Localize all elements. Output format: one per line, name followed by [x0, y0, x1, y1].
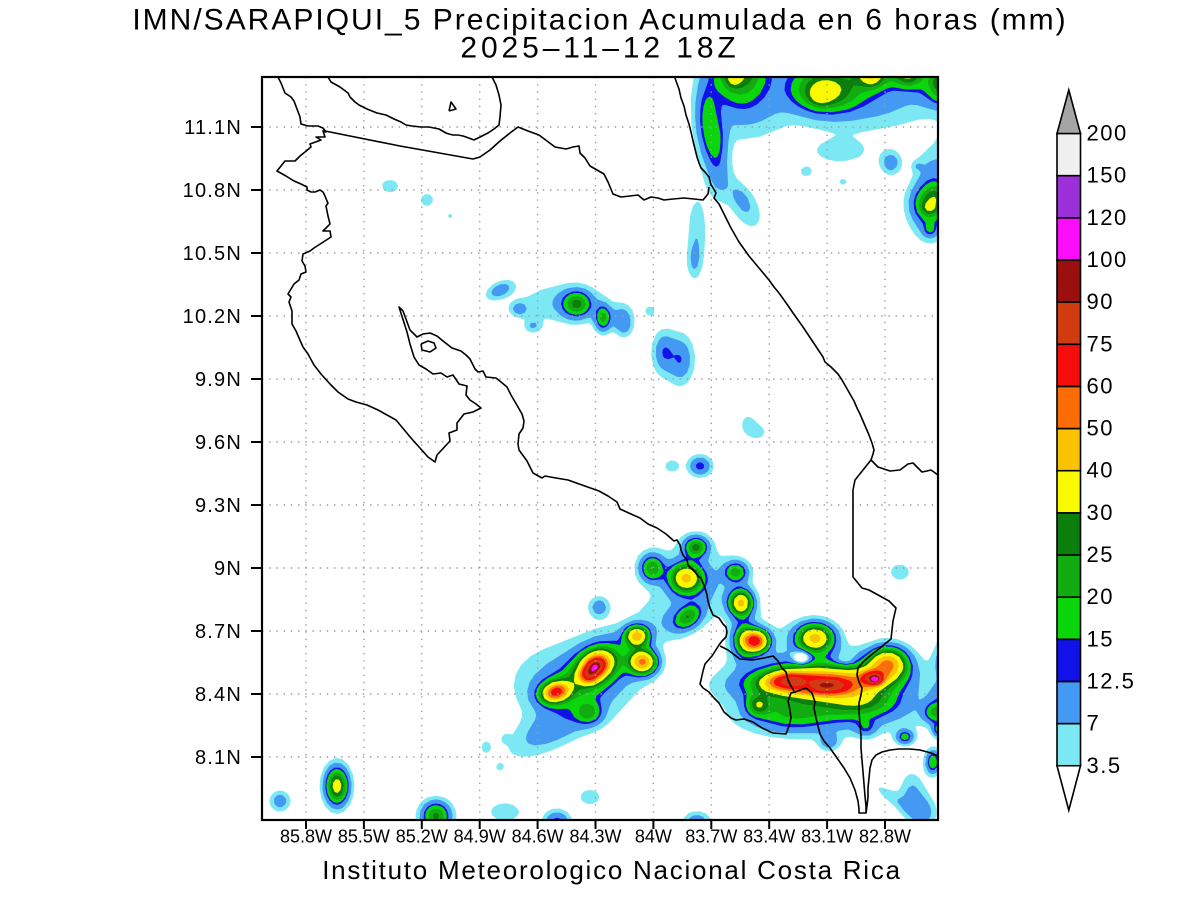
svg-text:82.8W: 82.8W	[859, 827, 911, 847]
svg-text:83.4W: 83.4W	[743, 827, 795, 847]
svg-text:84W: 84W	[635, 827, 672, 847]
svg-text:85.8W: 85.8W	[280, 827, 332, 847]
svg-text:Instituto Meteorologico Nacion: Instituto Meteorologico Nacional Costa R…	[322, 855, 902, 885]
svg-text:60: 60	[1087, 373, 1114, 398]
svg-text:84.6W: 84.6W	[512, 827, 564, 847]
svg-text:120: 120	[1087, 205, 1128, 230]
svg-text:9.9N: 9.9N	[195, 369, 242, 391]
svg-text:150: 150	[1087, 163, 1128, 188]
svg-text:200: 200	[1087, 121, 1128, 146]
svg-text:7: 7	[1087, 711, 1101, 736]
svg-text:30: 30	[1087, 500, 1114, 525]
svg-text:3.5: 3.5	[1087, 753, 1122, 778]
svg-text:84.9W: 84.9W	[454, 827, 506, 847]
svg-text:12.5: 12.5	[1087, 668, 1136, 693]
svg-text:25: 25	[1087, 542, 1114, 567]
svg-text:85.2W: 85.2W	[396, 827, 448, 847]
svg-text:40: 40	[1087, 458, 1114, 483]
svg-text:15: 15	[1087, 626, 1114, 651]
svg-text:9N: 9N	[214, 558, 242, 580]
svg-text:2025–11–12 18Z: 2025–11–12 18Z	[460, 32, 739, 65]
svg-text:84.3W: 84.3W	[569, 827, 621, 847]
svg-text:20: 20	[1087, 584, 1114, 609]
svg-text:9.6N: 9.6N	[195, 432, 242, 454]
svg-text:10.2N: 10.2N	[183, 306, 242, 328]
svg-text:83.7W: 83.7W	[685, 827, 737, 847]
svg-text:8.4N: 8.4N	[195, 684, 242, 706]
svg-text:75: 75	[1087, 331, 1114, 356]
svg-text:100: 100	[1087, 247, 1128, 272]
svg-text:10.8N: 10.8N	[183, 180, 242, 202]
svg-text:50: 50	[1087, 416, 1114, 441]
svg-text:11.1N: 11.1N	[184, 117, 242, 139]
svg-text:8.7N: 8.7N	[195, 621, 242, 643]
svg-text:90: 90	[1087, 289, 1114, 314]
svg-text:9.3N: 9.3N	[195, 495, 242, 517]
svg-text:8.1N: 8.1N	[195, 747, 242, 769]
svg-text:85.5W: 85.5W	[338, 827, 390, 847]
svg-text:10.5N: 10.5N	[183, 243, 242, 265]
svg-text:IMN/SARAPIQUI_5 Precipitacion: IMN/SARAPIQUI_5 Precipitacion Acumulada …	[132, 4, 1067, 37]
svg-text:83.1W: 83.1W	[801, 827, 853, 847]
